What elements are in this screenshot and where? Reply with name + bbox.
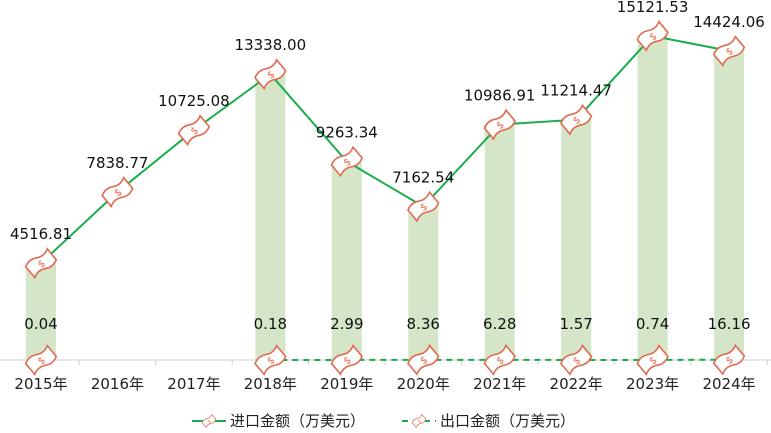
export-data-label: 0.74 [636,315,669,333]
export-data-label: 2.99 [330,315,363,333]
bar-2018年 [255,74,286,360]
export-marker-icon: $ [560,344,593,376]
export-data-label: 6.28 [483,315,516,333]
svg-text:$: $ [571,355,583,368]
svg-text:$: $ [36,355,48,368]
import-data-label: 14424.06 [693,13,765,31]
legend-import-label: 进口金额（万美元） [230,412,365,430]
import-marker-icon: $ [636,20,669,52]
svg-text:$: $ [724,46,736,59]
svg-text:$: $ [342,355,354,368]
bar-2022年 [561,119,592,360]
x-tick-label: 2017年 [167,375,220,393]
import-data-label: 10986.91 [464,87,536,105]
export-data-label: 0.04 [24,315,57,333]
export-data-label: 16.16 [708,315,751,333]
svg-text:$: $ [724,355,736,368]
import-marker-icon: $ [24,247,58,280]
svg-text:$: $ [206,418,212,425]
export-marker-icon: $ [24,344,58,376]
svg-text:$: $ [648,31,660,44]
legend-import-marker-icon: $ [201,413,217,429]
import-data-label: 7162.54 [392,169,454,187]
svg-text:$: $ [648,355,660,368]
svg-text:$: $ [265,69,277,82]
import-marker-icon: $ [560,103,593,136]
svg-text:$: $ [36,258,48,271]
bar-2024年 [714,50,745,361]
svg-text:$: $ [342,156,354,169]
import-data-label: 7838.77 [86,154,148,172]
import-data-label: 10725.08 [158,92,230,110]
x-tick-label: 2023年 [626,375,679,393]
export-marker-icon: $ [407,343,440,376]
x-tick-label: 2018年 [244,375,297,393]
bar-2023年 [637,35,668,360]
x-tick-label: 2019年 [320,375,373,393]
bar-2021年 [484,124,515,360]
bar-2019年 [331,161,362,360]
export-marker-icon: $ [712,343,746,376]
import-marker-icon: $ [330,145,363,178]
svg-text:$: $ [112,187,124,200]
export-marker-icon: $ [636,344,669,376]
import-data-label: 9263.34 [316,123,378,141]
export-marker-icon: $ [483,343,516,376]
svg-text:$: $ [418,201,430,214]
export-marker-icon: $ [330,344,363,376]
x-tick-label: 2020年 [397,375,450,393]
import-marker-icon: $ [712,34,746,67]
bar-2020年 [408,206,439,360]
legend-export-marker-icon: $ [411,413,427,429]
import-data-label: 4516.81 [10,225,72,243]
import-marker-icon: $ [407,190,440,223]
export-data-label: 1.57 [559,315,592,333]
x-tick-label: 2021年 [473,375,526,393]
export-data-label: 8.36 [407,315,440,333]
import-marker-icon: $ [254,58,287,91]
import-marker-icon: $ [177,114,211,147]
x-tick-label: 2024年 [702,375,755,393]
import-marker-icon: $ [101,176,134,208]
x-tick-label: 2022年 [550,375,603,393]
bar-2015年 [26,263,56,360]
svg-text:$: $ [189,125,201,138]
export-data-label: 0.18 [254,315,287,333]
x-tick-label: 2015年 [14,375,67,393]
svg-text:$: $ [571,115,583,128]
export-marker-icon: $ [254,344,287,376]
svg-text:$: $ [265,355,277,368]
svg-text:$: $ [495,119,507,132]
svg-text:$: $ [495,355,507,368]
import-marker-icon: $ [483,108,516,141]
import-line [40,34,730,264]
svg-text:$: $ [416,418,422,425]
legend-export-label: 出口金额（万美元） [440,412,575,430]
x-tick-label: 2016年 [91,375,144,393]
import-data-label: 13338.00 [235,36,307,54]
import-data-label: 11214.47 [540,82,612,100]
import-data-label: 15121.53 [617,0,689,16]
svg-text:$: $ [418,355,430,368]
